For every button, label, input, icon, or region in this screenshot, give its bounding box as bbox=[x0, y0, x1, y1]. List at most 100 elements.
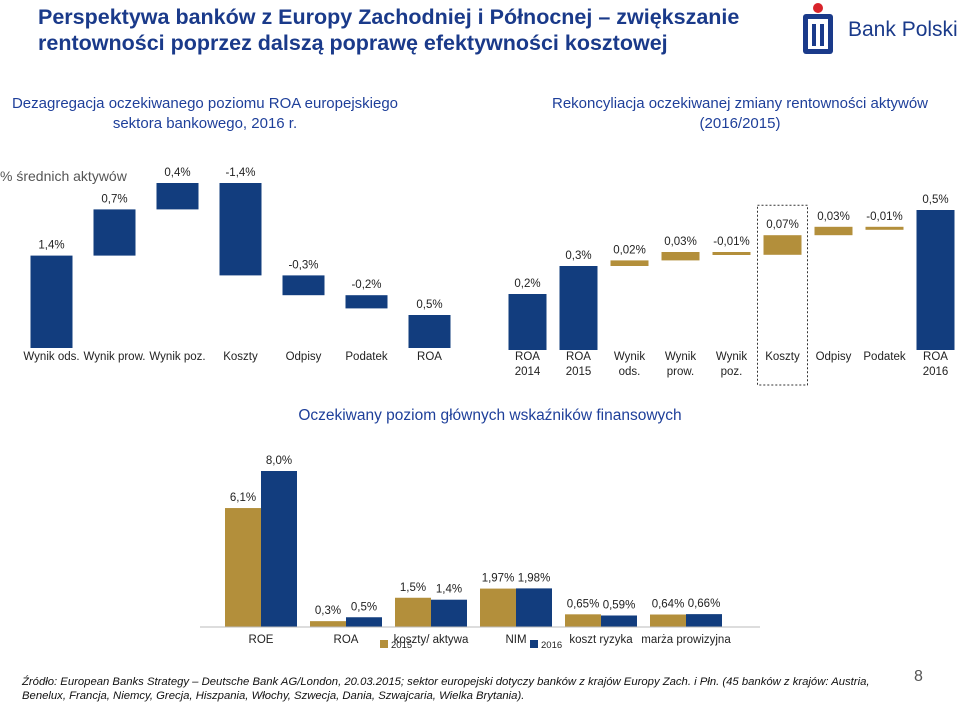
category-label-3: Wynik poz. bbox=[149, 351, 205, 363]
bar-2016-4 bbox=[516, 588, 552, 627]
category-label-5: Odpisy bbox=[286, 351, 322, 363]
category-label-9-line-1: ROA bbox=[923, 351, 948, 363]
category-label-6: marża prowizyjna bbox=[641, 634, 731, 646]
data-label-1: 0,2% bbox=[514, 278, 540, 290]
source-line-2: Benelux, Francja, Niemcy, Grecja, Hiszpa… bbox=[22, 690, 525, 702]
category-label-2-line-2: 2015 bbox=[566, 366, 592, 378]
category-label-8-line-1: Podatek bbox=[863, 351, 905, 363]
data-label-2015-5: 0,65% bbox=[567, 598, 600, 610]
category-label-6: Podatek bbox=[345, 351, 387, 363]
bar-9 bbox=[916, 210, 955, 350]
bar-6 bbox=[763, 235, 802, 255]
data-label-4: -1,4% bbox=[225, 167, 255, 179]
data-label-8: -0,01% bbox=[866, 211, 902, 223]
category-label-7: ROA bbox=[417, 351, 442, 363]
bar-1 bbox=[508, 294, 547, 350]
data-label-5: -0,3% bbox=[288, 259, 318, 271]
data-label-2015-2: 0,3% bbox=[315, 605, 341, 617]
category-label-2: ROA bbox=[334, 634, 359, 646]
data-label-2015-3: 1,5% bbox=[400, 582, 426, 594]
category-label-3-line-2: ods. bbox=[619, 366, 641, 378]
data-label-2016-3: 1,4% bbox=[436, 584, 462, 596]
data-label-2016-5: 0,59% bbox=[603, 599, 636, 611]
bar-2016-5 bbox=[601, 615, 637, 627]
bank-logo bbox=[800, 0, 960, 62]
bar-5 bbox=[712, 252, 751, 255]
category-label-4: Koszty bbox=[223, 351, 258, 363]
category-label-2-line-1: ROA bbox=[566, 351, 591, 363]
data-label-3: 0,02% bbox=[613, 244, 646, 256]
page-number: 8 bbox=[914, 668, 923, 685]
highlight-box bbox=[757, 204, 808, 386]
category-label-4-line-2: prow. bbox=[667, 366, 695, 378]
category-label-1-line-2: 2014 bbox=[515, 366, 541, 378]
bar-2015-5 bbox=[565, 614, 601, 627]
category-label-7-line-1: Odpisy bbox=[816, 351, 852, 363]
data-label-2015-4: 1,97% bbox=[482, 573, 515, 585]
bar-7 bbox=[814, 226, 853, 236]
category-label-6-line-1: Koszty bbox=[765, 351, 800, 363]
chart1-ylabel: % średnich aktywów bbox=[0, 168, 127, 184]
chart2-title: Rekoncyliacja oczekiwanej zmiany rentown… bbox=[552, 95, 928, 132]
waterfall-chart-roa-2016: 1,4% Wynik ods. 0,7% Wynik prow. 0,4% Wynik p… bbox=[23, 167, 451, 363]
category-label-5: koszt ryzyka bbox=[569, 634, 633, 646]
data-label-2015-6: 0,64% bbox=[652, 599, 685, 611]
bar-3 bbox=[610, 260, 649, 266]
data-label-7: 0,5% bbox=[416, 299, 442, 311]
bar-1 bbox=[30, 255, 73, 348]
legend-label-2015: 2015 bbox=[391, 640, 412, 651]
data-label-2016-1: 8,0% bbox=[266, 455, 292, 467]
chart1-title: Dezagregacja oczekiwanego poziomu ROA eu… bbox=[11, 95, 399, 132]
category-label-1: Wynik ods. bbox=[23, 351, 79, 363]
pko-emblem-icon bbox=[803, 3, 833, 54]
bar-2015-2 bbox=[310, 621, 346, 627]
data-label-4: 0,03% bbox=[664, 236, 697, 248]
data-label-2: 0,7% bbox=[101, 193, 127, 205]
source-line-1: Źródło: European Banks Strategy – Deutsc… bbox=[22, 676, 870, 688]
data-label-1: 1,4% bbox=[38, 240, 64, 252]
legend-swatch-2016 bbox=[530, 640, 538, 648]
data-label-2016-2: 0,5% bbox=[351, 601, 377, 613]
bar-4 bbox=[661, 252, 700, 261]
bar-2016-2 bbox=[346, 617, 382, 627]
bar-3 bbox=[156, 183, 199, 210]
waterfall-chart-roa-reconciliation: 0,2% ROA 2014 0,3% ROA 2015 0,02% Wynik ods. 0,03… bbox=[508, 194, 955, 386]
data-label-6: 0,07% bbox=[766, 219, 799, 231]
category-label-1: ROE bbox=[249, 634, 274, 646]
bar-5 bbox=[282, 275, 325, 296]
category-label-3: koszty/ aktywa bbox=[394, 634, 469, 646]
category-label-4-line-1: Wynik bbox=[665, 351, 696, 363]
data-label-3: 0,4% bbox=[164, 167, 190, 179]
bar-2015-4 bbox=[480, 588, 516, 627]
data-label-2016-6: 0,66% bbox=[688, 598, 721, 610]
data-label-9: 0,5% bbox=[922, 194, 948, 206]
bar-2015-3 bbox=[395, 597, 431, 627]
category-label-5-line-1: Wynik bbox=[716, 351, 747, 363]
data-label-2016-4: 1,98% bbox=[518, 572, 551, 584]
bar-2016-1 bbox=[261, 471, 297, 627]
bar-7 bbox=[408, 315, 451, 348]
bar-6 bbox=[345, 295, 388, 309]
data-label-7: 0,03% bbox=[817, 211, 850, 223]
bar-2016-6 bbox=[686, 614, 722, 627]
data-label-2015-1: 6,1% bbox=[230, 492, 256, 504]
logo-text: Bank Polski bbox=[848, 18, 958, 41]
bar-2015-6 bbox=[650, 614, 686, 627]
legend-label-2016: 2016 bbox=[541, 640, 562, 651]
category-label-2: Wynik prow. bbox=[84, 351, 146, 363]
bar-4 bbox=[219, 183, 262, 276]
bar-2 bbox=[93, 209, 136, 256]
data-label-5: -0,01% bbox=[713, 236, 749, 248]
bar-2 bbox=[559, 266, 598, 350]
data-label-2: 0,3% bbox=[565, 250, 591, 262]
chart3-title: Oczekiwany poziom głównych wskaźników fi… bbox=[298, 407, 682, 424]
bar-chart-financial-ratios: 6,1% 8,0% ROE 0,3% 0,5% ROA 1,5% 1,4% koszty/ ak… bbox=[200, 455, 760, 651]
data-label-6: -0,2% bbox=[351, 279, 381, 291]
bar-2016-3 bbox=[431, 599, 467, 627]
page-title: Perspektywa banków z Europy Zachodniej i… bbox=[38, 5, 740, 55]
category-label-5-line-2: poz. bbox=[721, 366, 743, 378]
legend-swatch-2015 bbox=[380, 640, 388, 648]
category-label-4: NIM bbox=[505, 634, 526, 646]
bar-8 bbox=[865, 226, 904, 230]
category-label-3-line-1: Wynik bbox=[614, 351, 645, 363]
